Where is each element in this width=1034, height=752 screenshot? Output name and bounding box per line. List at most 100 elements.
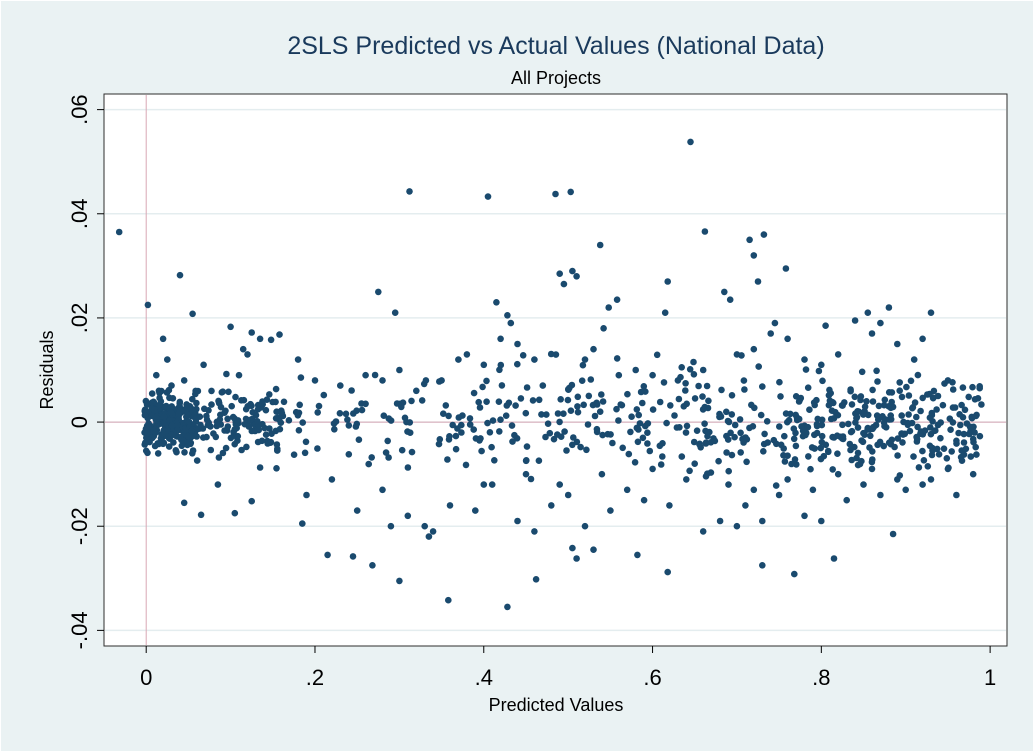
data-point xyxy=(801,356,808,363)
data-point xyxy=(165,443,173,450)
data-point xyxy=(248,497,255,505)
data-point xyxy=(577,443,584,451)
chart-subtitle: All Projects xyxy=(511,68,601,88)
data-point xyxy=(345,451,353,458)
data-point xyxy=(142,439,149,447)
data-point xyxy=(523,384,531,391)
data-point xyxy=(640,496,648,504)
data-point xyxy=(760,448,767,455)
data-point xyxy=(480,481,488,488)
data-point xyxy=(535,396,543,404)
data-point xyxy=(839,433,847,440)
data-point xyxy=(834,351,842,358)
data-point xyxy=(927,309,935,317)
data-point xyxy=(699,366,707,374)
data-point xyxy=(205,419,212,427)
data-point xyxy=(564,491,572,499)
data-point xyxy=(476,437,483,444)
data-point xyxy=(728,392,736,399)
data-point xyxy=(186,403,194,410)
data-point xyxy=(820,452,828,460)
data-point xyxy=(375,288,382,296)
data-point xyxy=(750,486,758,494)
data-point xyxy=(746,236,753,244)
data-point xyxy=(605,304,612,311)
data-point xyxy=(445,412,452,420)
data-point xyxy=(369,562,376,569)
data-point xyxy=(973,451,980,458)
data-point xyxy=(934,392,942,400)
data-point xyxy=(921,427,929,434)
data-point xyxy=(854,424,862,431)
data-point xyxy=(863,398,870,405)
data-point xyxy=(683,422,691,430)
data-point xyxy=(579,361,587,369)
data-point xyxy=(822,322,829,330)
data-point xyxy=(759,517,766,525)
data-point xyxy=(634,551,641,559)
data-point xyxy=(512,402,519,409)
data-point xyxy=(795,398,803,405)
data-point xyxy=(926,390,933,398)
data-point xyxy=(790,435,798,443)
data-point xyxy=(413,387,420,395)
data-point xyxy=(557,396,564,403)
data-point xyxy=(881,396,889,404)
data-point xyxy=(869,386,876,394)
data-point xyxy=(484,193,492,200)
data-point xyxy=(244,351,251,358)
data-point xyxy=(781,432,788,440)
data-point xyxy=(613,296,621,304)
data-point xyxy=(707,439,715,446)
data-point xyxy=(723,408,730,416)
data-point xyxy=(702,473,710,480)
data-point xyxy=(701,420,708,428)
data-point xyxy=(573,438,581,446)
data-point xyxy=(247,400,254,408)
data-point xyxy=(751,404,758,412)
data-point xyxy=(181,407,189,415)
data-point xyxy=(910,453,917,460)
data-point xyxy=(404,464,412,471)
data-point xyxy=(538,411,545,418)
data-point xyxy=(115,228,123,236)
data-point xyxy=(898,412,905,419)
data-point xyxy=(615,371,623,379)
data-point xyxy=(933,406,940,413)
data-point xyxy=(596,241,604,249)
data-point xyxy=(421,522,429,530)
data-point xyxy=(587,376,595,383)
data-point xyxy=(514,340,521,348)
data-point xyxy=(489,417,497,424)
data-point xyxy=(639,399,646,407)
data-point xyxy=(180,499,188,507)
data-point xyxy=(156,389,163,397)
data-point xyxy=(969,470,977,478)
data-point xyxy=(917,407,924,415)
data-point xyxy=(234,437,241,445)
data-point xyxy=(230,428,237,436)
data-point xyxy=(523,443,531,450)
data-point xyxy=(483,377,490,385)
data-point xyxy=(667,402,674,409)
data-point xyxy=(784,476,791,483)
data-point xyxy=(160,439,168,447)
data-point xyxy=(731,433,738,441)
data-point xyxy=(659,453,666,460)
data-point xyxy=(877,319,884,327)
data-point xyxy=(683,476,690,483)
data-point xyxy=(567,407,575,415)
data-point xyxy=(961,406,969,414)
data-point xyxy=(976,384,983,392)
data-point xyxy=(919,335,926,343)
data-point xyxy=(561,428,568,435)
data-point xyxy=(793,461,800,468)
data-point xyxy=(830,555,838,562)
data-point xyxy=(232,393,239,401)
data-point xyxy=(242,405,250,413)
data-point xyxy=(189,310,196,318)
data-point xyxy=(173,448,180,456)
data-point xyxy=(868,330,876,337)
data-point xyxy=(598,391,605,398)
data-point xyxy=(896,387,903,395)
